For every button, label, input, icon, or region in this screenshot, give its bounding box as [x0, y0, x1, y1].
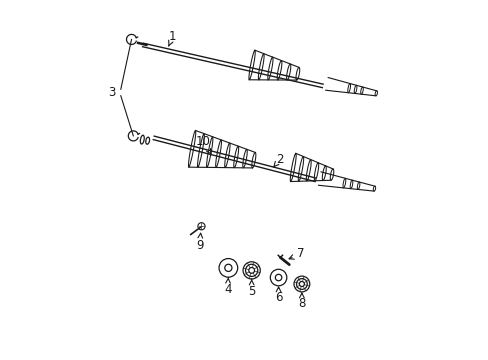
Text: 8: 8 — [298, 293, 305, 310]
Text: 6: 6 — [274, 287, 282, 304]
Text: 4: 4 — [224, 277, 231, 296]
Text: 3: 3 — [108, 86, 115, 99]
Text: 10: 10 — [195, 135, 210, 154]
Text: 9: 9 — [196, 233, 203, 252]
Text: 7: 7 — [288, 247, 305, 260]
Text: 2: 2 — [273, 153, 284, 167]
Text: 5: 5 — [247, 279, 255, 298]
Text: 1: 1 — [168, 30, 176, 46]
